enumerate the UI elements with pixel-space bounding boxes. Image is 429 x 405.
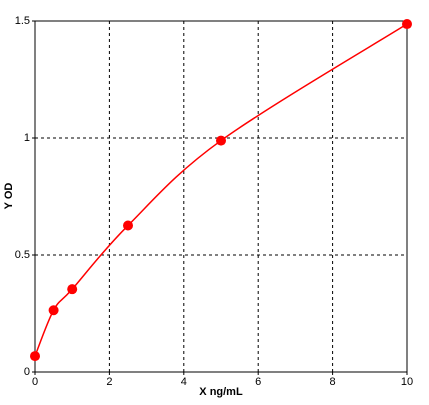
y-tick-label: 1 (24, 132, 30, 144)
y-tick-label: 0 (24, 366, 30, 378)
data-point (30, 351, 40, 362)
x-tick-label: 8 (330, 376, 336, 388)
data-point (123, 220, 133, 231)
x-axis-title: X ng/mL (199, 386, 243, 398)
data-point (67, 284, 78, 295)
y-axis-title: Y OD (3, 183, 15, 210)
x-tick-label: 0 (32, 376, 38, 388)
x-tick-label: 6 (255, 376, 261, 388)
data-point (216, 135, 226, 146)
y-tick-label: 1.5 (15, 15, 30, 27)
x-tick-label: 10 (401, 376, 413, 388)
data-point (402, 19, 412, 30)
plot-frame (34, 20, 408, 373)
data-point (48, 305, 59, 316)
x-tick-label: 4 (181, 376, 187, 388)
y-tick-label: 0.5 (15, 249, 30, 261)
x-tick-label: 2 (106, 376, 112, 388)
